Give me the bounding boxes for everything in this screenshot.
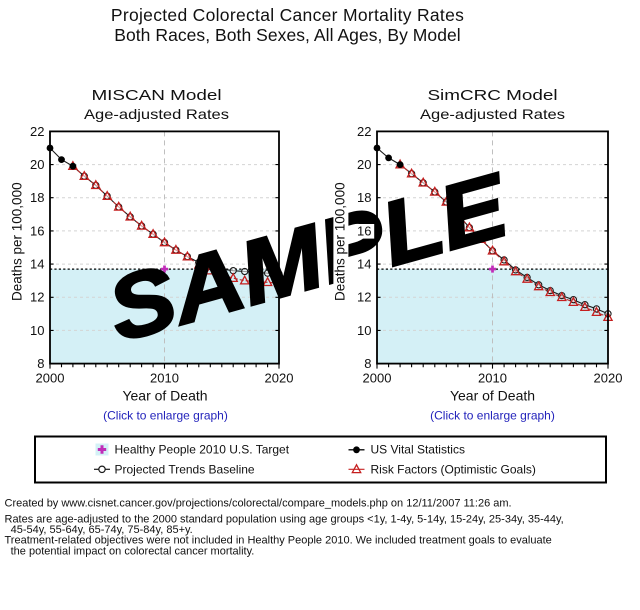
svg-text:20: 20 (357, 157, 371, 172)
svg-text:Rates are age-adjusted to the: Rates are age-adjusted to the 2000 stand… (5, 513, 564, 525)
svg-text:8: 8 (37, 356, 44, 371)
svg-text:10: 10 (357, 323, 371, 338)
svg-text:18: 18 (357, 190, 371, 205)
svg-text:Age-adjusted Rates: Age-adjusted Rates (420, 107, 565, 123)
svg-text:MISCAN Model: MISCAN Model (91, 87, 221, 104)
svg-text:(Click to enlarge graph): (Click to enlarge graph) (103, 409, 228, 423)
svg-text:18: 18 (30, 190, 44, 205)
svg-text:12: 12 (357, 290, 371, 305)
svg-text:2000: 2000 (36, 370, 65, 385)
svg-text:12: 12 (30, 290, 44, 305)
svg-text:2020: 2020 (265, 370, 294, 385)
svg-text:Year of Death: Year of Death (122, 388, 207, 404)
svg-text:Healthy People 2010 U.S. Targe: Healthy People 2010 U.S. Target (115, 443, 290, 457)
svg-text:45-54y, 55-64y, 65-74y, 75-84y: 45-54y, 55-64y, 65-74y, 75-84y, 85+y. (5, 524, 193, 536)
svg-text:2020: 2020 (594, 370, 623, 385)
svg-text:Created by www.cisnet.cancer.g: Created by www.cisnet.cancer.gov/project… (5, 498, 512, 510)
svg-text:16: 16 (357, 223, 371, 238)
svg-text:2010: 2010 (478, 370, 507, 385)
svg-text:Projected Trends Baseline: Projected Trends Baseline (115, 463, 255, 477)
svg-text:8: 8 (364, 356, 371, 371)
svg-text:(Click to enlarge graph): (Click to enlarge graph) (430, 409, 555, 423)
svg-text:Both Races, Both Sexes, All Ag: Both Races, Both Sexes, All Ages, By Mod… (114, 25, 460, 45)
svg-text:Age-adjusted Rates: Age-adjusted Rates (84, 107, 229, 123)
svg-text:14: 14 (30, 257, 44, 272)
svg-text:10: 10 (30, 323, 44, 338)
svg-text:2010: 2010 (150, 370, 179, 385)
svg-text:Year of Death: Year of Death (450, 388, 535, 404)
svg-text:Deaths per 100,000: Deaths per 100,000 (332, 182, 347, 301)
svg-text:2000: 2000 (363, 370, 392, 385)
svg-text:the potential impact on colore: the potential impact on colorectal cance… (5, 545, 255, 557)
svg-text:SimCRC Model: SimCRC Model (427, 87, 557, 104)
svg-text:Deaths per 100,000: Deaths per 100,000 (10, 182, 25, 301)
svg-text:Risk Factors (Optimistic Goals: Risk Factors (Optimistic Goals) (371, 463, 536, 477)
svg-text:14: 14 (357, 257, 371, 272)
svg-text:20: 20 (30, 157, 44, 172)
svg-text:16: 16 (30, 223, 44, 238)
svg-text:US Vital Statistics: US Vital Statistics (371, 443, 465, 457)
svg-text:Treatment-related objectives w: Treatment-related objectives were not in… (5, 534, 552, 546)
svg-text:Projected Colorectal Cancer Mo: Projected Colorectal Cancer Mortality Ra… (111, 5, 464, 25)
svg-text:22: 22 (357, 124, 371, 139)
svg-text:22: 22 (30, 124, 44, 139)
